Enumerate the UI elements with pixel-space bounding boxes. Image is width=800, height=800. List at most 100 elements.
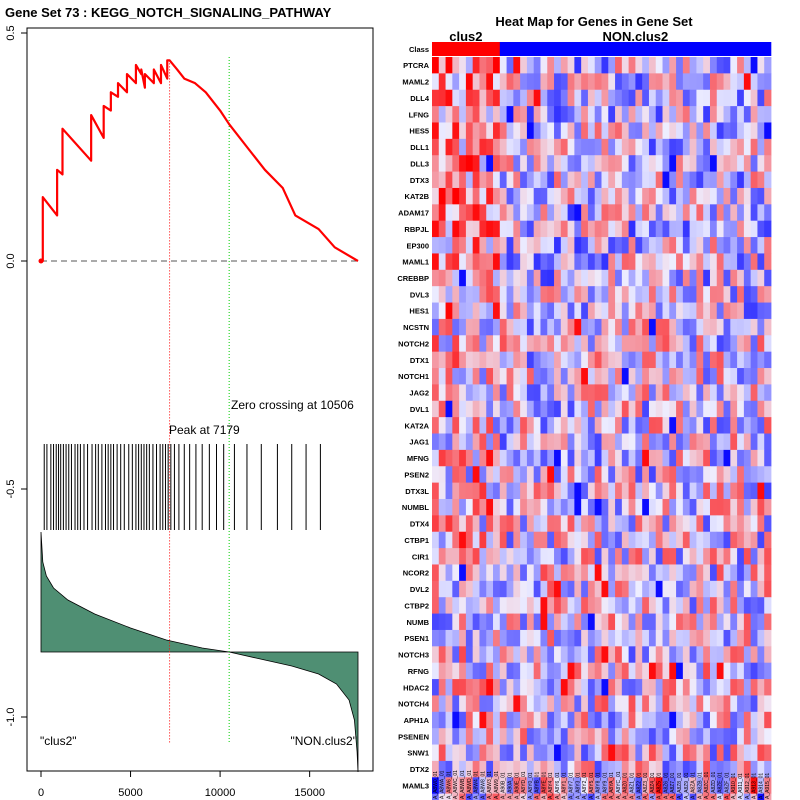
heatmap-cell xyxy=(438,564,446,582)
heatmap-cell xyxy=(709,695,718,713)
heatmap-cell xyxy=(757,106,765,123)
heatmap-cell xyxy=(737,187,745,205)
heatmap-cell xyxy=(723,793,731,800)
heatmap-cell xyxy=(533,466,541,484)
heatmap-cell xyxy=(493,89,501,107)
heatmap-cell xyxy=(547,482,555,500)
heatmap-cell xyxy=(608,335,616,353)
heatmap-cell xyxy=(587,253,596,271)
heatmap-cell xyxy=(764,269,772,287)
heatmap-cell xyxy=(723,335,731,353)
heatmap-cell xyxy=(526,695,535,713)
heatmap-cell xyxy=(757,155,765,172)
x-tick-label: 5000 xyxy=(118,787,142,799)
heatmap-cell xyxy=(594,220,602,238)
heatmap-cell xyxy=(445,384,453,402)
heatmap-cell xyxy=(669,613,677,631)
heatmap-cell xyxy=(432,138,440,156)
heatmap-cell xyxy=(709,531,718,549)
heatmap-cell xyxy=(615,155,623,172)
heatmap-cell xyxy=(737,237,745,254)
sample-label: A_A8Z2_01 xyxy=(636,772,642,799)
heatmap-cell xyxy=(709,580,718,598)
heatmap-cell xyxy=(703,269,711,287)
heatmap-cell xyxy=(452,138,460,156)
heatmap-cell xyxy=(594,368,602,385)
heatmap-cell xyxy=(676,253,684,271)
heatmap-cell xyxy=(547,417,555,434)
gene-label: NCOR2 xyxy=(403,569,429,578)
heatmap-cell xyxy=(526,318,535,336)
heatmap-cell xyxy=(513,171,521,189)
heatmap-cell xyxy=(493,171,501,189)
heatmap-cell xyxy=(506,302,514,320)
heatmap-cell xyxy=(696,728,704,745)
heatmap-cell xyxy=(533,646,541,664)
heatmap-cell xyxy=(730,646,738,664)
heatmap-cell xyxy=(703,122,711,140)
heatmap-cell xyxy=(723,646,731,664)
heatmap-cell xyxy=(628,760,636,778)
heatmap-cell xyxy=(513,564,521,582)
heatmap-cell xyxy=(737,286,745,303)
heatmap-cell xyxy=(716,515,724,533)
heatmap-cell xyxy=(709,122,718,140)
heatmap-cell xyxy=(459,187,467,205)
heatmap-cell xyxy=(743,531,752,549)
heatmap-cell xyxy=(574,564,582,582)
heatmap-cell xyxy=(567,433,575,451)
heatmap-cell xyxy=(533,106,541,123)
heatmap-cell xyxy=(689,106,697,123)
heatmap-cell xyxy=(486,629,494,647)
heatmap-cell xyxy=(676,269,684,287)
heatmap-cell xyxy=(533,318,541,336)
heatmap-cell xyxy=(479,531,487,549)
heatmap-cell xyxy=(601,482,609,500)
heatmap-cell xyxy=(750,711,758,729)
heatmap-cell xyxy=(587,286,596,303)
heatmap-cell xyxy=(764,482,772,500)
heatmap-cell xyxy=(628,646,636,664)
heatmap-cell xyxy=(655,564,663,582)
heatmap-cell xyxy=(642,351,650,369)
heatmap-cell xyxy=(547,400,555,418)
heatmap-cell xyxy=(757,548,765,565)
heatmap-cell xyxy=(655,384,663,402)
heatmap-cell xyxy=(669,269,677,287)
heatmap-cell xyxy=(716,597,724,614)
heatmap-cell xyxy=(757,711,765,729)
heatmap-cell xyxy=(662,793,670,800)
heatmap-cell xyxy=(526,204,535,222)
heatmap-cell xyxy=(621,155,630,172)
heatmap-cell xyxy=(676,106,684,123)
heatmap-cell xyxy=(594,613,602,631)
heatmap-cell xyxy=(764,122,772,140)
heatmap-cell xyxy=(486,106,494,123)
heatmap-cell xyxy=(723,220,731,238)
gene-label: DLL3 xyxy=(410,159,429,168)
heatmap-cell xyxy=(574,400,582,418)
heatmap-cell xyxy=(764,73,772,91)
heatmap-cell xyxy=(574,629,582,647)
heatmap-cell xyxy=(621,106,630,123)
heatmap-cell xyxy=(432,89,440,107)
heatmap-cell xyxy=(547,171,555,189)
heatmap-cell xyxy=(445,57,453,74)
heatmap-cell xyxy=(506,531,514,549)
heatmap-cell xyxy=(648,335,657,353)
heatmap-cell xyxy=(764,138,772,156)
heatmap-cell xyxy=(662,318,670,336)
heatmap-cell xyxy=(682,204,691,222)
heatmap-cell xyxy=(432,564,440,582)
heatmap-cell xyxy=(615,548,623,565)
heatmap-cell xyxy=(526,384,535,402)
heatmap-cell xyxy=(526,793,535,800)
heatmap-cell xyxy=(730,417,738,434)
heatmap-cell xyxy=(716,351,724,369)
heatmap-cell xyxy=(642,253,650,271)
heatmap-cell xyxy=(479,777,487,795)
heatmap-cell xyxy=(628,662,636,680)
heatmap-cell xyxy=(737,760,745,778)
heatmap-cell xyxy=(676,728,684,745)
heatmap-cell xyxy=(486,515,494,533)
